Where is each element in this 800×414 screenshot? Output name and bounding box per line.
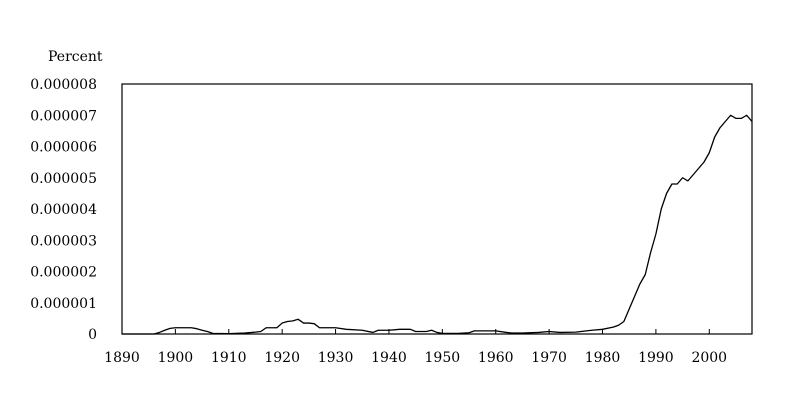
x-tick-label: 1900 (158, 350, 194, 366)
y-tick-label: 0 (88, 327, 97, 343)
x-tick-labels: 1890 1900 1910 1920 1930 1940 1950 1960 1970 1980… (104, 350, 727, 366)
y-tick-label: 0.000004 (30, 202, 97, 218)
plot-area-frame (121, 83, 753, 335)
x-tick-label: 1920 (264, 350, 300, 366)
y-tick-label: 0.000008 (30, 77, 97, 93)
y-axis-label: Percent (48, 49, 103, 65)
y-tick-label: 0.000005 (30, 171, 97, 187)
y-tick-label: 0.000006 (30, 140, 97, 156)
x-tick-label: 1890 (104, 350, 140, 366)
y-tick-label: 0.000001 (30, 296, 97, 312)
x-tick-label: 1980 (585, 350, 621, 366)
x-tick-label: 1950 (425, 350, 461, 366)
y-tick-label: 0.000003 (30, 233, 97, 249)
x-tick-label: 1930 (318, 350, 354, 366)
x-tick-label: 1910 (211, 350, 247, 366)
y-tick-label: 0.000007 (30, 108, 97, 124)
data-series-line (122, 114, 753, 335)
x-tick-label: 1990 (638, 350, 674, 366)
x-tick-label: 1970 (531, 350, 567, 366)
x-tick-label: 1940 (371, 350, 407, 366)
x-tick-label: 1960 (478, 350, 514, 366)
y-tick-labels: 0 0.000001 0.000002 0.000003 0.000004 0.00000… (30, 77, 97, 343)
x-tick-label: 2000 (691, 350, 727, 366)
y-tick-label: 0.000002 (30, 265, 97, 281)
